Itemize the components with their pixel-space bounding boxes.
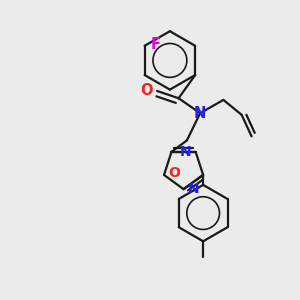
Text: O: O xyxy=(168,166,180,180)
Text: N: N xyxy=(188,182,200,196)
Text: N: N xyxy=(194,106,206,121)
Text: O: O xyxy=(141,83,153,98)
Text: F: F xyxy=(151,37,160,52)
Text: N: N xyxy=(180,145,191,159)
